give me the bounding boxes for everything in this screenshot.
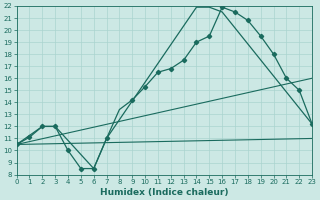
X-axis label: Humidex (Indice chaleur): Humidex (Indice chaleur) <box>100 188 228 197</box>
